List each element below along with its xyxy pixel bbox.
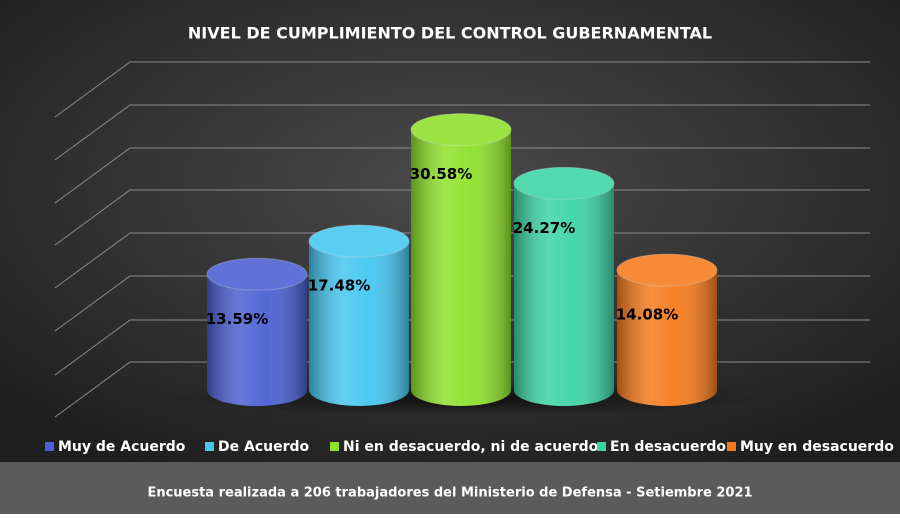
- source-note: Encuesta realizada a 206 trabajadores de…: [147, 486, 752, 501]
- bar-shading: [617, 270, 717, 406]
- legend-label: Muy en desacuerdo: [740, 439, 894, 455]
- bar-top-shading: [309, 225, 409, 258]
- bar-top: [616, 253, 718, 287]
- chart-title: NIVEL DE CUMPLIMIENTO DEL CONTROL GUBERN…: [188, 24, 712, 43]
- legend-swatch: [727, 442, 736, 451]
- data-label: 30.58%: [410, 165, 472, 183]
- bar-shading: [309, 241, 409, 406]
- bar-top: [206, 257, 308, 291]
- data-label: 24.27%: [513, 219, 575, 237]
- legend-swatch: [597, 442, 606, 451]
- data-label: 14.08%: [616, 306, 678, 324]
- bar-shading: [207, 274, 307, 406]
- bar-top-shading: [411, 113, 511, 146]
- bar-shading: [411, 129, 511, 406]
- bar-top: [513, 166, 615, 200]
- data-label: 13.59%: [206, 310, 268, 328]
- legend-swatch: [330, 442, 339, 451]
- data-label: 17.48%: [308, 277, 370, 295]
- footer-band: [0, 462, 900, 514]
- legend-label: Ni en desacuerdo, ni de acuerdo: [343, 439, 599, 455]
- bar-top-shading: [207, 258, 307, 291]
- bar-top: [410, 113, 512, 147]
- bar-shading: [514, 183, 614, 406]
- bar-top-shading: [617, 254, 717, 287]
- bar-top-shading: [514, 167, 614, 200]
- legend-label: De Acuerdo: [218, 439, 310, 455]
- legend-label: En desacuerdo: [610, 439, 726, 455]
- legend-swatch: [45, 442, 54, 451]
- legend-swatch: [205, 442, 214, 451]
- bar-top: [308, 224, 410, 258]
- legend-label: Muy de Acuerdo: [58, 439, 186, 455]
